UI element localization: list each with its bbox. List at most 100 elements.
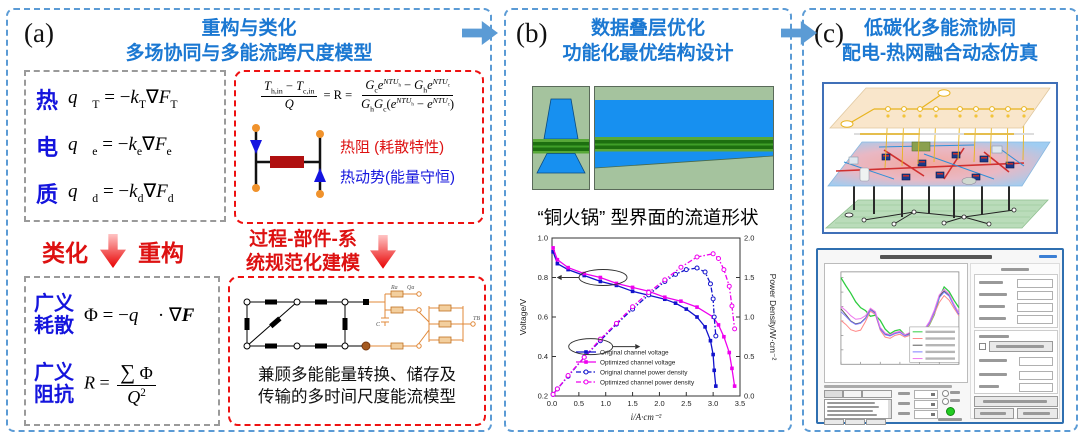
electric-equation-row: 电 q⃗e = −ke∇Fe xyxy=(36,130,214,162)
dissipation-equation: Φ = −q⃗ · ∇F xyxy=(84,304,195,326)
red-down-arrow-icon xyxy=(370,234,397,269)
panel-b-title-line1: 数据叠层优化 xyxy=(590,18,705,39)
svg-text:0.2: 0.2 xyxy=(538,392,548,401)
settings-group-1 xyxy=(974,274,1058,328)
panel-a-label: (a) xyxy=(24,18,54,48)
network-caption: 兼顾多能能量转换、储存及 传输的多时间尺度能流模型 xyxy=(232,364,482,409)
thermal-circuit-row: 热阻 (耗散特性) 热动势(能量守恒) xyxy=(240,118,478,204)
panel-c-label: (c) xyxy=(814,18,844,48)
panel-b-title-line2: 功能化最优结构设计 xyxy=(562,42,734,64)
network-caption-line2: 传输的多时间尺度能流模型 xyxy=(258,388,456,407)
panel-c-title-line1: 低碳化多能流协同 xyxy=(863,18,1016,39)
mass-label: 质 xyxy=(36,181,59,207)
generalized-box: 广义 耗散 Φ = −q⃗ · ∇F 广义 阻抗 R = ∑ Φ Q2 xyxy=(24,276,220,426)
svg-text:i/A·cm⁻²: i/A·cm⁻² xyxy=(631,412,662,422)
impedance-equation: R = ∑ Φ Q2 xyxy=(84,360,159,409)
status-text-bar xyxy=(938,418,962,421)
depicted-button-1 xyxy=(974,408,1014,419)
svg-text:Optimized channel power densit: Optimized channel power density xyxy=(600,379,695,386)
svg-text:Optimized channel voltage: Optimized channel voltage xyxy=(600,359,676,366)
network-model-box: Ra Qa C TB 兼顾多能能量转换、储存及 传输的多时间尺度能流模型 xyxy=(228,276,486,426)
svg-text:2.0: 2.0 xyxy=(654,399,664,408)
svg-text:2.5: 2.5 xyxy=(681,399,691,408)
svg-text:2.0: 2.0 xyxy=(744,234,754,243)
thermal-resistance-label: 热阻 (耗散特性) xyxy=(340,138,445,156)
svg-text:Qa: Qa xyxy=(407,285,414,291)
process-line1: 过程-部件-系 xyxy=(249,229,357,250)
channel-profile-svg xyxy=(595,100,773,169)
svg-text:0.0: 0.0 xyxy=(744,392,754,401)
channel-caption: “铜火锅” 型界面的流道形状 xyxy=(537,207,759,228)
network-caption-line1: 兼顾多能能量转换、储存及 xyxy=(258,366,456,384)
svg-text:Ra: Ra xyxy=(390,285,398,291)
panel-b-title: 数据叠层优化 功能化最优结构设计 xyxy=(506,17,790,66)
electric-label: 电 xyxy=(36,134,59,160)
svg-text:1.0: 1.0 xyxy=(538,234,548,243)
generalized-impedance-label: 广义 阻抗 xyxy=(34,362,74,407)
electric-equation: q⃗e = −ke∇Fe xyxy=(68,134,172,158)
energy-network-diagram: Ra Qa C TB xyxy=(243,285,480,351)
generalized-dissipation-row: 广义 耗散 Φ = −q⃗ · ∇F xyxy=(34,293,210,337)
svg-text:Power Density/W·cm⁻²: Power Density/W·cm⁻² xyxy=(768,274,778,361)
depicted-button-2 xyxy=(1017,408,1058,419)
svg-text:1.5: 1.5 xyxy=(627,399,637,408)
svg-text:Original channel power density: Original channel power density xyxy=(600,369,688,376)
depicted-select-1 xyxy=(914,390,938,399)
channel-section-svg xyxy=(533,98,589,174)
svg-text:0.0: 0.0 xyxy=(547,399,557,408)
svg-text:3.0: 3.0 xyxy=(708,399,718,408)
panel-a: (a) 重构与类化 多场协同与多能流跨尺度模型 热 q⃗T = −kT∇FT 电… xyxy=(6,8,492,432)
svg-text:0.5: 0.5 xyxy=(744,352,754,361)
panel-c: (c) 低碳化多能流协同 配电-热网融合动态仿真 xyxy=(802,8,1078,432)
svg-text:0.5: 0.5 xyxy=(574,399,584,408)
process-modeling-text: 过程-部件-系 统规范化建模 xyxy=(246,228,360,276)
depicted-radio-2 xyxy=(942,398,949,405)
depicted-small-button-3 xyxy=(866,419,886,425)
svg-text:1.5: 1.5 xyxy=(744,273,754,282)
layered-network-image xyxy=(822,82,1058,234)
reconstruct-label: 重构 xyxy=(138,240,184,266)
depicted-radio-1 xyxy=(942,390,949,397)
classify-reconstruct-row: 类化 重构 xyxy=(42,234,184,268)
load-curve-chart xyxy=(840,271,960,365)
svg-text:0.6: 0.6 xyxy=(538,313,548,322)
panel-c-title-line2: 配电-热网融合动态仿真 xyxy=(841,42,1039,64)
mass-equation-row: 质 q⃗d = −kd∇Fd xyxy=(36,177,214,209)
window-link-text-bar xyxy=(1039,255,1057,258)
svg-text:Original channel voltage: Original channel voltage xyxy=(600,349,669,356)
panel-a-title-line1: 重构与类化 xyxy=(201,18,297,39)
red-down-arrow-icon xyxy=(100,234,126,268)
svg-text:0.4: 0.4 xyxy=(538,352,548,361)
process-line2: 统规范化建模 xyxy=(246,252,361,274)
heat-equation-row: 热 q⃗T = −kT∇FT xyxy=(36,83,214,115)
heat-equation: q⃗T = −kT∇FT xyxy=(68,87,178,112)
status-green-dot xyxy=(946,407,955,416)
depicted-tab-2 xyxy=(843,390,862,398)
depicted-small-button-1 xyxy=(824,419,844,425)
simulation-software-window xyxy=(816,248,1064,425)
settings-panel xyxy=(970,263,1060,419)
ntu-equation: Th,in − Tc,in Q = R = GceNTUh − GheNTUc Gh… xyxy=(240,77,478,114)
depicted-small-button-2 xyxy=(845,419,865,425)
depicted-tab-1 xyxy=(824,390,843,398)
depicted-wide-button xyxy=(974,396,1058,407)
thermal-potential-label: 热动势(能量守恒) xyxy=(340,168,455,186)
thermal-legend: 热阻 (耗散特性) 热动势(能量守恒) xyxy=(340,136,455,187)
depicted-select-2 xyxy=(914,400,938,409)
depicted-select-3 xyxy=(914,410,938,419)
svg-text:1.0: 1.0 xyxy=(600,399,610,408)
classify-label: 类化 xyxy=(42,240,88,266)
svg-text:3.5: 3.5 xyxy=(735,399,745,408)
settings-group-2 xyxy=(974,330,1058,394)
panel-b: (b) 数据叠层优化 功能化最优结构设计 xyxy=(504,8,792,432)
panel-a-title: 重构与类化 多场协同与多能流跨尺度模型 xyxy=(8,17,490,66)
svg-text:Voltage/V: Voltage/V xyxy=(518,298,528,335)
hint-text-bar xyxy=(824,385,952,388)
svg-text:TB: TB xyxy=(473,316,480,322)
channel-profile-image xyxy=(594,86,774,190)
panel-c-title: 低碳化多能流协同 配电-热网融合动态仿真 xyxy=(804,17,1076,66)
layered-network-svg xyxy=(824,87,1051,229)
heat-label: 热 xyxy=(36,88,59,114)
panel-b-label: (b) xyxy=(516,18,548,48)
